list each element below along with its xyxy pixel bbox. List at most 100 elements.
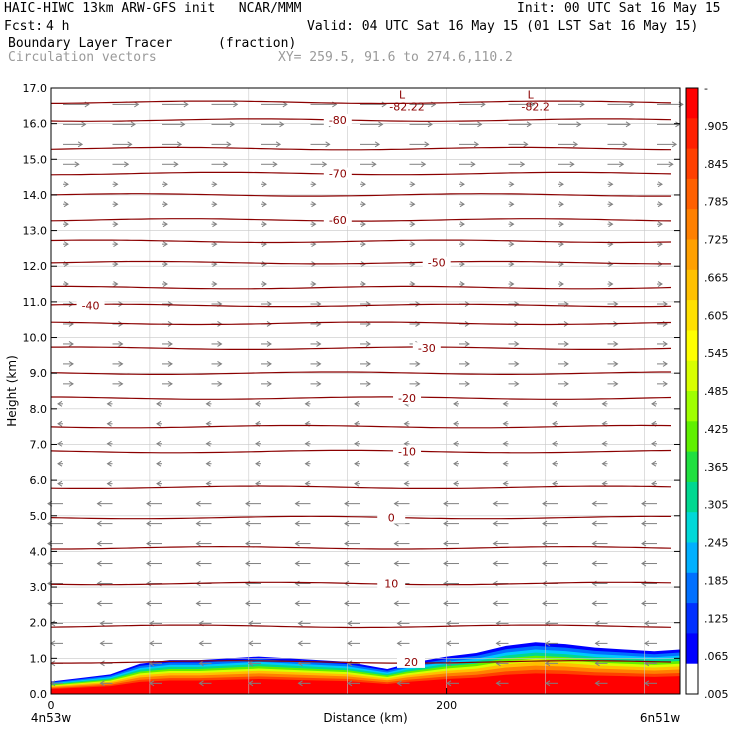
forecast-hours: 4 h <box>46 19 70 34</box>
y-tick-label: 12.0 <box>23 260 48 273</box>
forecast-label: Fcst: <box>4 19 44 34</box>
temperature-contour <box>50 239 672 244</box>
vector-arrowhead <box>255 480 261 487</box>
xy-range: XY= 259.5, 91.6 to 274.6,110.2 <box>278 50 513 65</box>
vector-arrowhead <box>316 380 322 387</box>
colorbar-swatch <box>686 118 698 150</box>
vector-arrowhead <box>594 620 600 627</box>
vector-arrowhead <box>662 380 668 387</box>
y-tick-label: 5.0 <box>30 510 48 523</box>
vector-arrowhead <box>509 241 515 248</box>
y-tick-label: 16.0 <box>23 118 48 131</box>
vector-arrowhead <box>495 680 501 687</box>
vector-arrowhead <box>644 620 650 627</box>
vector-arrowhead <box>410 221 416 228</box>
temperature-contour <box>50 321 672 326</box>
colorbar-swatch <box>686 209 698 240</box>
init-time: Init: 00 UTC Sat 16 May 15 <box>517 1 721 16</box>
vector-arrowhead <box>641 520 647 527</box>
colorbar-label: .245 <box>704 537 729 550</box>
vector-arrowhead <box>495 640 501 647</box>
colorbar-swatch <box>686 239 698 271</box>
vector-arrowhead <box>205 400 211 407</box>
colorbar-frame <box>685 87 699 695</box>
y-tick-label: 9.0 <box>30 367 48 380</box>
vector-arrowhead <box>641 500 647 507</box>
vector-arrowhead <box>212 281 218 287</box>
vector-arrowhead <box>212 221 218 228</box>
vector-arrowhead <box>162 181 168 188</box>
vector-arrowhead <box>130 121 136 128</box>
contour-label-bg <box>323 213 352 226</box>
vector-arrowhead <box>360 221 366 228</box>
contour-label-bg <box>393 445 422 458</box>
vector-arrowhead <box>608 281 614 287</box>
y-tick-label: 8.0 <box>30 403 48 416</box>
vector-arrowhead <box>579 101 585 108</box>
vector-arrowhead <box>443 560 449 567</box>
colorbar-swatch <box>686 330 698 362</box>
vector-arrowhead <box>662 360 668 367</box>
vector-arrowhead <box>393 600 399 607</box>
vector-arrowhead <box>275 141 282 148</box>
vector-arrowhead <box>443 500 449 507</box>
vector-arrowhead <box>662 301 668 307</box>
vector-arrowhead <box>113 261 119 268</box>
vector-arrowhead <box>123 161 130 168</box>
plot-frame <box>50 87 681 695</box>
vector-arrowhead <box>245 560 251 567</box>
vector-arrowhead <box>282 101 288 108</box>
vector-arrowhead <box>545 660 551 667</box>
vector-arrowhead <box>427 121 433 128</box>
vector-arrowhead <box>453 480 459 487</box>
colorbar-label: .845 <box>704 158 729 171</box>
vector-arrowhead <box>393 540 399 547</box>
temperature-contour <box>50 371 671 375</box>
vector-arrowhead <box>96 540 102 547</box>
colorbar-swatch <box>686 88 698 119</box>
colorbar-swatch <box>686 360 698 392</box>
vector-arrowhead <box>552 480 558 487</box>
vector-arrowhead <box>77 141 84 148</box>
vector-arrowhead <box>657 181 663 188</box>
valid-time: Valid: 04 UTC Sat 16 May 15 (01 LST Sat … <box>307 19 699 34</box>
vector-arrowhead <box>668 161 674 168</box>
vector-arrowhead <box>248 640 254 647</box>
vector-arrowhead <box>473 141 480 148</box>
vector-arrowhead <box>608 181 614 188</box>
colorbar-label: .725 <box>704 234 729 247</box>
vector-arrowhead <box>657 201 663 208</box>
vector-arrowhead <box>393 500 399 507</box>
colorbar-label: .365 <box>704 461 729 474</box>
vector-arrowhead <box>403 440 409 447</box>
vector-arrowhead <box>509 201 515 208</box>
vector-arrowhead <box>347 680 353 687</box>
vector-arrowhead <box>629 101 635 108</box>
colorbar-swatch <box>686 572 698 604</box>
vector-arrowhead <box>266 341 272 347</box>
vector-arrowhead <box>245 500 251 507</box>
colorbar-swatch <box>686 542 698 574</box>
vector-arrowhead <box>261 201 267 208</box>
vector-arrowhead <box>146 560 152 567</box>
vector-arrowhead <box>96 600 102 607</box>
vector-arrowhead <box>443 520 449 527</box>
vector-arrowhead <box>443 600 449 607</box>
vector-arrowhead <box>113 281 119 287</box>
colorbar-label: - <box>704 82 708 95</box>
vector-arrowhead <box>311 201 317 208</box>
vector-arrowhead <box>415 380 421 387</box>
vector-arrowhead <box>542 520 548 527</box>
temperature-contour <box>50 146 672 151</box>
vector-arrowhead <box>63 221 69 228</box>
y-tick-label: 13.0 <box>23 225 48 238</box>
vector-arrowhead <box>347 660 353 667</box>
vector-arrowhead <box>294 560 300 567</box>
minimum-value: -82.22 <box>389 100 424 113</box>
vector-arrowhead <box>57 480 63 487</box>
vector-arrowhead <box>347 620 353 627</box>
contour-label: -40 <box>82 299 100 312</box>
temperature-contour <box>51 100 672 105</box>
vector-arrowhead <box>63 241 69 248</box>
